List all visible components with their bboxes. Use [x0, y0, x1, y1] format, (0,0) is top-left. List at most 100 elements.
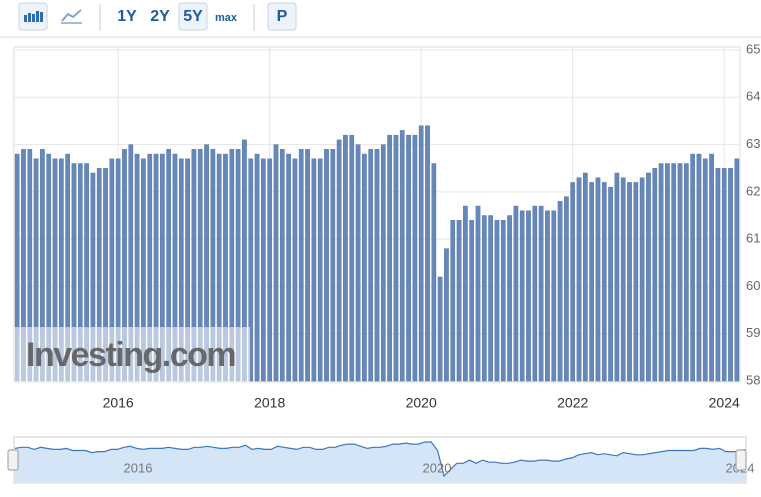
bars [14, 125, 740, 382]
bar [336, 139, 342, 382]
bar [267, 158, 273, 382]
bar [633, 182, 639, 382]
bar [412, 134, 418, 382]
bar [298, 149, 304, 382]
navigator-label: 2016 [124, 460, 153, 475]
bar [665, 163, 670, 382]
bar [545, 210, 550, 382]
bar [406, 134, 411, 382]
bar [557, 201, 563, 382]
bar [469, 220, 475, 382]
bar [248, 158, 254, 382]
bar [324, 149, 329, 382]
bar [589, 182, 594, 382]
bar [507, 215, 512, 382]
y-tick-label: 64 [746, 89, 760, 104]
bar [620, 177, 626, 382]
y-tick-label: 63 [746, 136, 760, 151]
bar [519, 210, 525, 382]
bar [513, 205, 519, 382]
bar [444, 248, 449, 382]
bar [425, 125, 430, 382]
navigator-line [14, 441, 746, 478]
navigator-label: 2020 [423, 460, 452, 475]
y-tick-label: 58 [746, 372, 760, 387]
bar [576, 177, 582, 382]
bar [362, 153, 367, 382]
bar [608, 186, 613, 382]
bar [437, 276, 443, 382]
bar [715, 168, 721, 382]
bar [450, 220, 456, 382]
range-button[interactable]: 1Y [117, 8, 137, 25]
bar [500, 220, 506, 382]
bar [652, 168, 658, 382]
bar [273, 144, 279, 382]
watermark-bg [14, 327, 250, 382]
navigator-area [15, 442, 745, 482]
bar [709, 153, 714, 382]
bar [292, 158, 298, 382]
bar [658, 163, 664, 382]
y-tick-label: 65 [746, 41, 760, 56]
x-tick-label: 2020 [406, 395, 437, 411]
navigator-handle[interactable] [735, 449, 747, 471]
bar [481, 215, 487, 382]
bar [343, 134, 348, 382]
bar [683, 163, 689, 382]
bar [671, 163, 677, 382]
range-button-frame[interactable] [178, 2, 208, 31]
bar [488, 215, 493, 382]
watermark: Investing.com [26, 336, 235, 374]
bar [311, 158, 317, 382]
bar [595, 177, 601, 382]
bar [564, 196, 569, 382]
navigator: 201620202024 [14, 441, 754, 482]
plot-frame [13, 46, 741, 383]
bar [393, 134, 399, 382]
bar [494, 220, 500, 382]
bar [368, 149, 374, 382]
bar [355, 144, 361, 382]
bar [305, 149, 310, 382]
range-button[interactable]: 5Y [183, 8, 203, 25]
y-tick-label: 59 [746, 325, 760, 340]
bar [475, 205, 481, 382]
bar [317, 158, 323, 382]
p-button-frame[interactable] [267, 2, 297, 31]
bar [418, 125, 424, 382]
bar [639, 177, 645, 382]
y-tick-label: 61 [746, 231, 760, 246]
range-button[interactable]: max [215, 12, 238, 24]
navigator-handle[interactable] [7, 449, 19, 471]
line-chart-button[interactable] [61, 9, 82, 24]
bar [286, 153, 291, 382]
p-button[interactable]: P [277, 8, 288, 25]
bar [431, 163, 437, 382]
bar [646, 172, 651, 382]
x-tick-label: 2024 [709, 395, 740, 411]
x-tick-label: 2016 [103, 395, 134, 411]
x-tick-label: 2018 [254, 395, 285, 411]
bar [702, 158, 708, 382]
y-tick-label: 62 [746, 183, 760, 198]
bar [551, 210, 557, 382]
x-tick-label: 2022 [557, 395, 588, 411]
bar [380, 144, 386, 382]
bar [463, 205, 468, 382]
range-button[interactable]: 2Y [150, 8, 170, 25]
bar [582, 172, 588, 382]
bar [330, 149, 336, 382]
bar [614, 172, 620, 382]
bar-icon [24, 11, 43, 22]
bar [532, 205, 538, 382]
toolbar: 1Y 2Y 5Y max P [18, 2, 297, 31]
bar [721, 168, 727, 382]
bar [728, 168, 733, 382]
y-tick-label: 60 [746, 278, 760, 293]
bar [279, 149, 285, 382]
bar [399, 130, 405, 382]
bar [734, 158, 740, 382]
bar [601, 182, 607, 382]
